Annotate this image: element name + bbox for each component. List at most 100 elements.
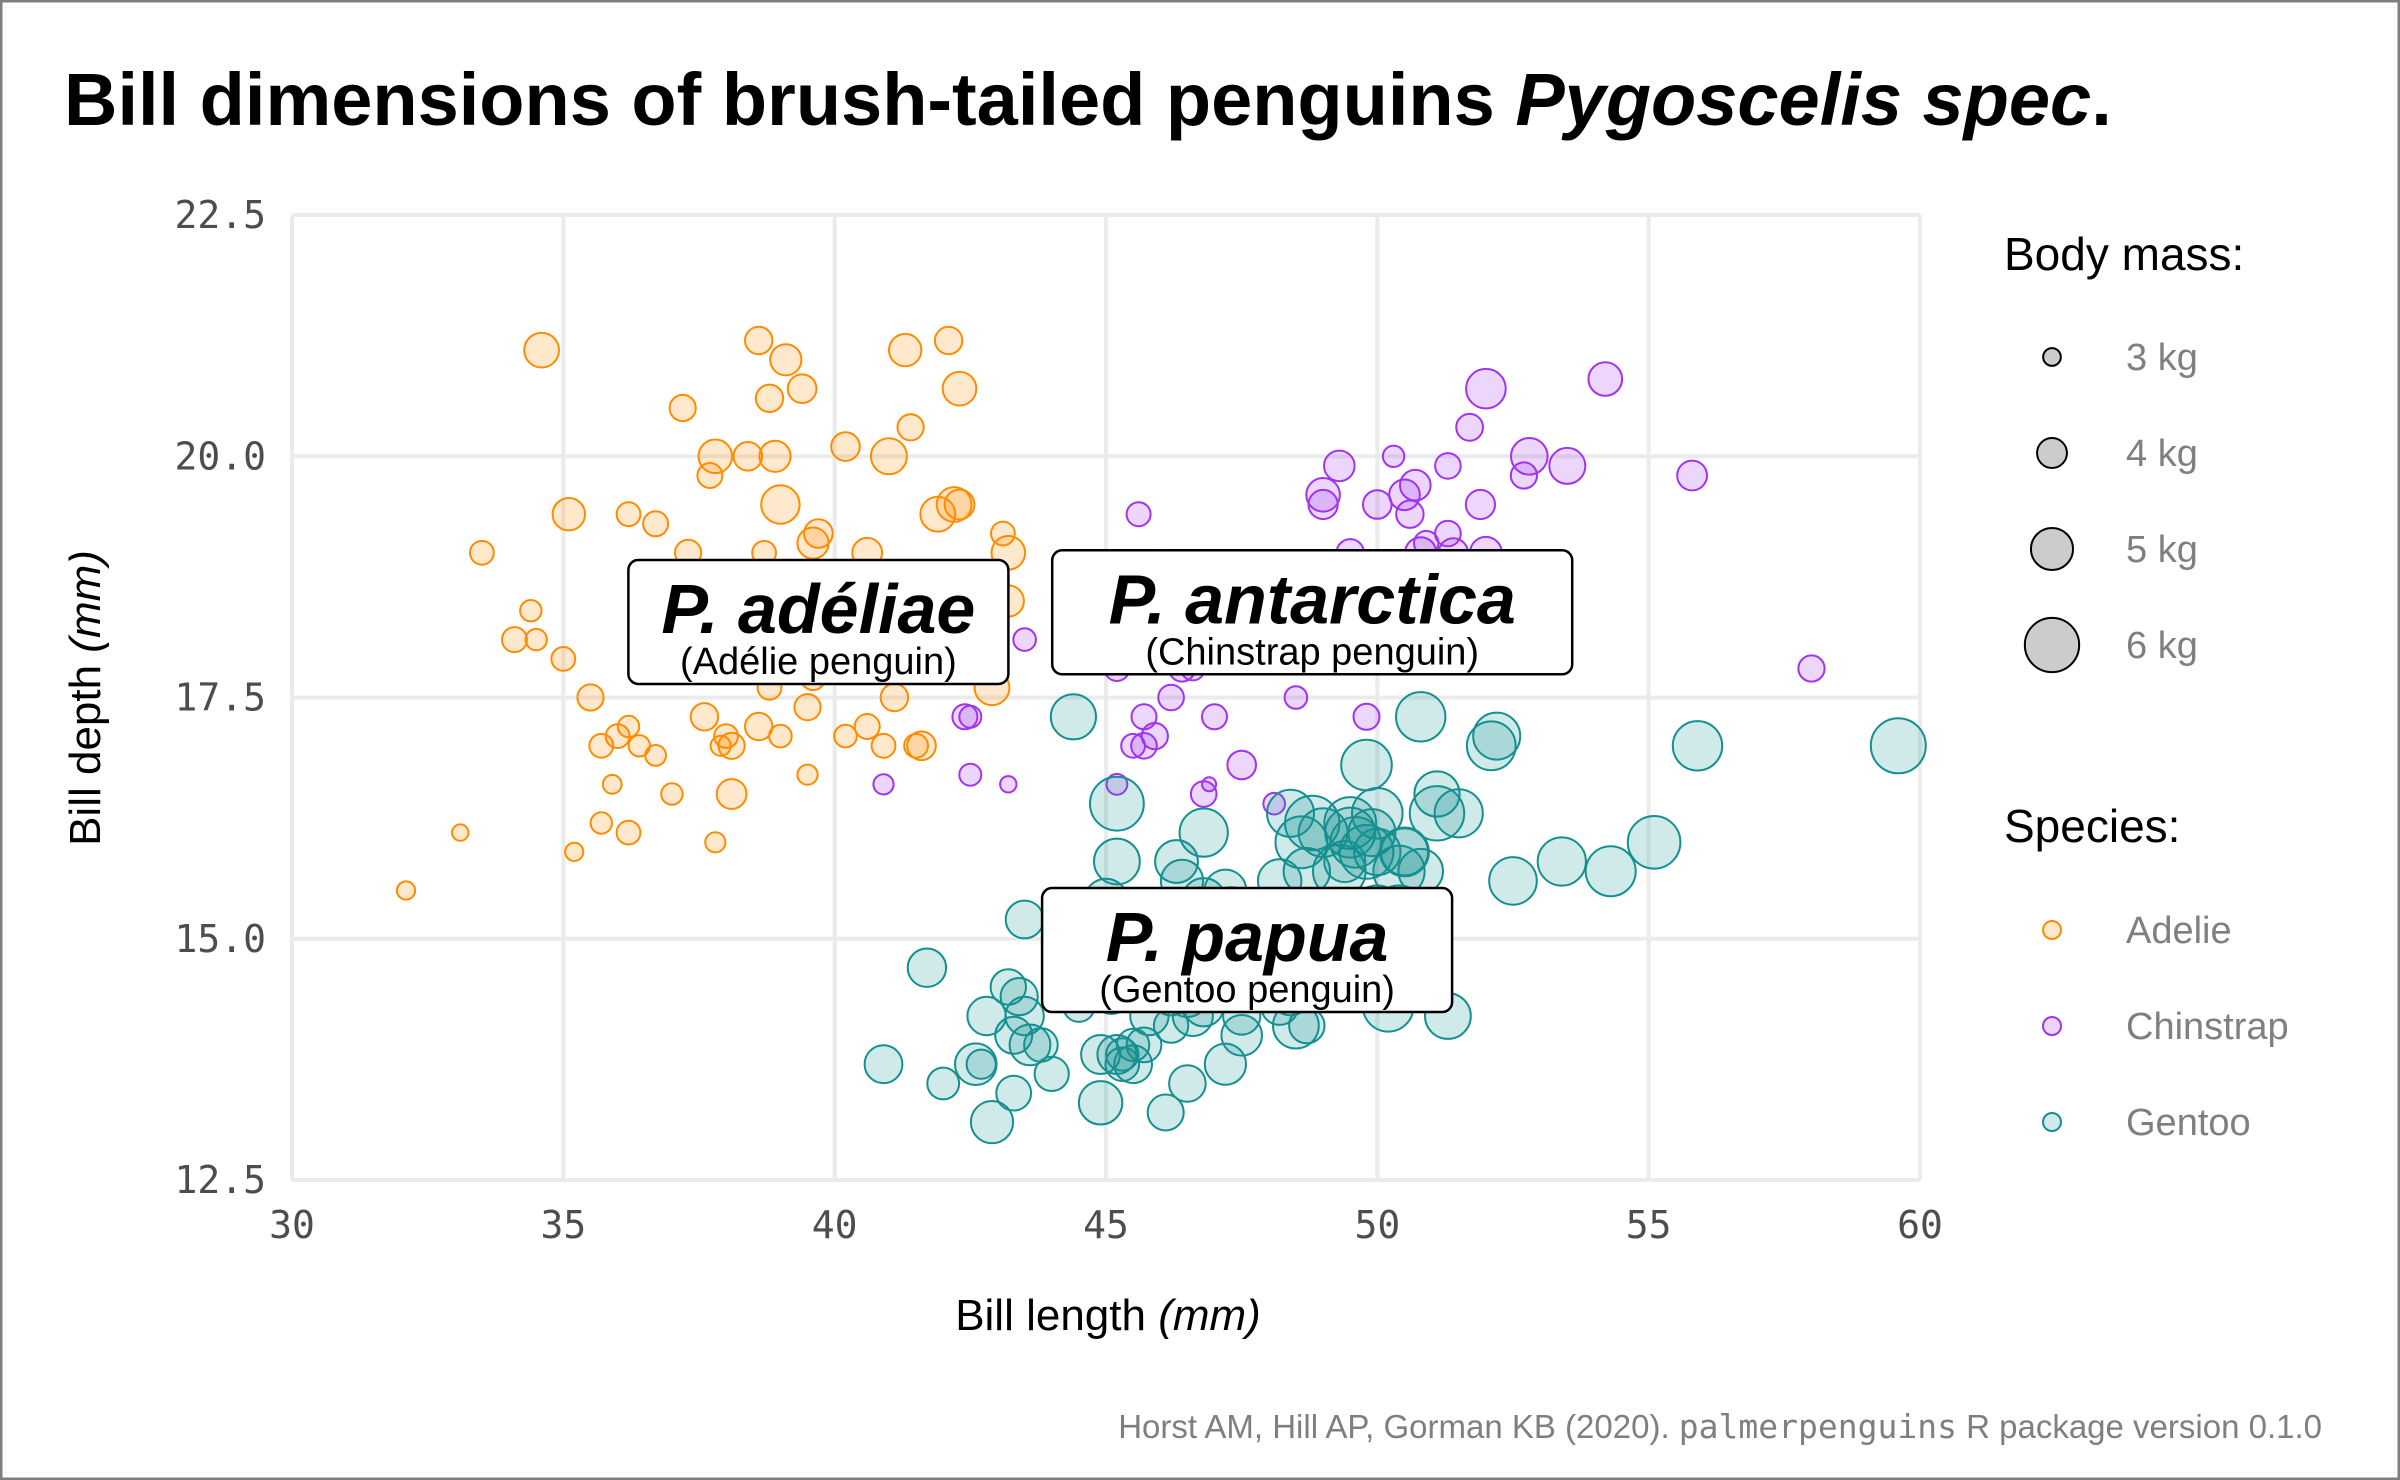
- point-adelie: [919, 495, 957, 533]
- point-gentoo: [994, 1015, 1034, 1055]
- point-gentoo: [1488, 856, 1538, 906]
- legend-species-title: Species:: [2004, 800, 2180, 852]
- point-chinstrap: [1381, 444, 1406, 468]
- point-chinstrap: [1305, 477, 1341, 513]
- point-adelie: [744, 325, 774, 356]
- point-gentoo: [1433, 788, 1484, 839]
- label-gentoo: P. papua(Gentoo penguin): [1040, 886, 1454, 1014]
- legend-body-mass: Body mass: 3 kg 4 kg 5 kg 6 kg: [2004, 228, 2244, 674]
- point-chinstrap: [1130, 732, 1158, 760]
- point-adelie: [564, 841, 585, 863]
- species-labels: P. adéliae(Adélie penguin) P. antarctica(…: [627, 549, 1574, 1014]
- point-chinstrap: [1157, 683, 1185, 712]
- tick-labels: 30 35 40 45 50 55 60 12.5 15.0 17.5 20.0 22.5: [174, 193, 1942, 1247]
- point-adelie: [697, 438, 734, 475]
- point-gentoo: [1089, 775, 1145, 832]
- point-adelie: [704, 831, 727, 854]
- x-tick-label: 40: [812, 1203, 858, 1247]
- point-adelie: [870, 732, 897, 759]
- label-adelie: P. adéliae(Adélie penguin): [627, 558, 1010, 686]
- label-box: [1050, 549, 1574, 676]
- legend-species-label: Gentoo: [2126, 1102, 2251, 1144]
- point-gentoo: [1340, 738, 1393, 792]
- point-adelie: [550, 646, 577, 672]
- point-chinstrap: [958, 762, 983, 787]
- legend-size-key: [2036, 437, 2068, 469]
- label-common-name: (Chinstrap penguin): [1145, 631, 1479, 673]
- point-chinstrap: [1464, 488, 1497, 521]
- point-adelie: [615, 819, 642, 846]
- point-gentoo: [926, 1066, 961, 1101]
- point-gentoo: [1105, 1037, 1140, 1072]
- point-chinstrap: [1455, 412, 1484, 442]
- point-chinstrap: [1465, 367, 1507, 410]
- point-adelie: [896, 413, 925, 442]
- point-adelie: [903, 732, 929, 759]
- label-box: [627, 558, 1010, 686]
- caption: Horst AM, Hill AP, Gorman KB (2020). pal…: [1118, 1407, 2322, 1446]
- point-gentoo: [1395, 691, 1447, 743]
- point-adelie: [754, 383, 785, 413]
- point-adelie: [732, 441, 764, 472]
- chart-title: Bill dimensions of brush-tailed penguins…: [64, 58, 2112, 141]
- point-chinstrap: [1105, 772, 1129, 796]
- x-tick-label: 30: [269, 1203, 315, 1247]
- y-axis-label: Bill depth (mm): [61, 550, 110, 846]
- point-adelie: [803, 518, 834, 549]
- point-adelie: [576, 683, 605, 712]
- point-chinstrap: [1120, 732, 1146, 759]
- label-common-name: (Adélie penguin): [680, 641, 957, 683]
- point-adelie: [758, 439, 792, 473]
- point-adelie: [642, 510, 670, 538]
- point-gentoo: [1146, 1093, 1185, 1132]
- point-gentoo: [1004, 899, 1045, 940]
- point-gentoo: [1093, 837, 1141, 886]
- legend-species: Species: Adelie Chinstrap Gentoo: [2004, 800, 2289, 1144]
- legend-size-label: 5 kg: [2126, 529, 2198, 571]
- y-tick-label: 12.5: [174, 1158, 266, 1202]
- point-adelie: [744, 711, 774, 742]
- point-gentoo: [1125, 1026, 1163, 1064]
- point-gentoo: [1266, 788, 1315, 838]
- point-adelie: [644, 744, 667, 767]
- point-chinstrap: [1548, 446, 1587, 485]
- point-adelie: [501, 626, 528, 654]
- point-gentoo: [969, 1100, 1015, 1145]
- x-tick-label: 45: [1083, 1203, 1129, 1247]
- point-gentoo: [1472, 711, 1522, 761]
- point-adelie: [760, 484, 801, 525]
- point-gentoo: [1869, 717, 1927, 775]
- point-adelie: [830, 431, 861, 462]
- point-adelie: [943, 488, 976, 521]
- point-chinstrap: [951, 703, 979, 731]
- legend-size-label: 3 kg: [2126, 337, 2198, 379]
- x-axis-label: Bill length (mm): [955, 1291, 1261, 1340]
- point-gentoo: [1077, 1080, 1124, 1126]
- point-adelie: [601, 773, 623, 795]
- point-adelie: [588, 732, 615, 759]
- label-common-name: (Gentoo penguin): [1099, 969, 1395, 1011]
- legend-species-key: [2042, 1016, 2062, 1036]
- point-adelie: [696, 462, 724, 489]
- y-tick-label: 17.5: [174, 676, 266, 720]
- label-chinstrap: P. antarctica(Chinstrap penguin): [1050, 549, 1574, 676]
- legend-size-label: 4 kg: [2126, 433, 2198, 475]
- point-adelie: [888, 332, 923, 368]
- point-gentoo: [1203, 1042, 1248, 1086]
- point-gentoo: [1323, 839, 1367, 884]
- point-adelie: [451, 823, 470, 842]
- x-tick-label: 35: [540, 1203, 586, 1247]
- point-adelie: [709, 734, 732, 757]
- point-adelie: [615, 501, 642, 528]
- point-adelie: [524, 627, 548, 652]
- point-gentoo: [1096, 1034, 1138, 1075]
- point-adelie: [786, 373, 818, 405]
- point-adelie: [469, 539, 495, 566]
- legend-size-key: [2023, 616, 2081, 674]
- point-adelie: [660, 782, 684, 806]
- point-chinstrap: [1201, 703, 1228, 731]
- point-adelie: [769, 343, 803, 377]
